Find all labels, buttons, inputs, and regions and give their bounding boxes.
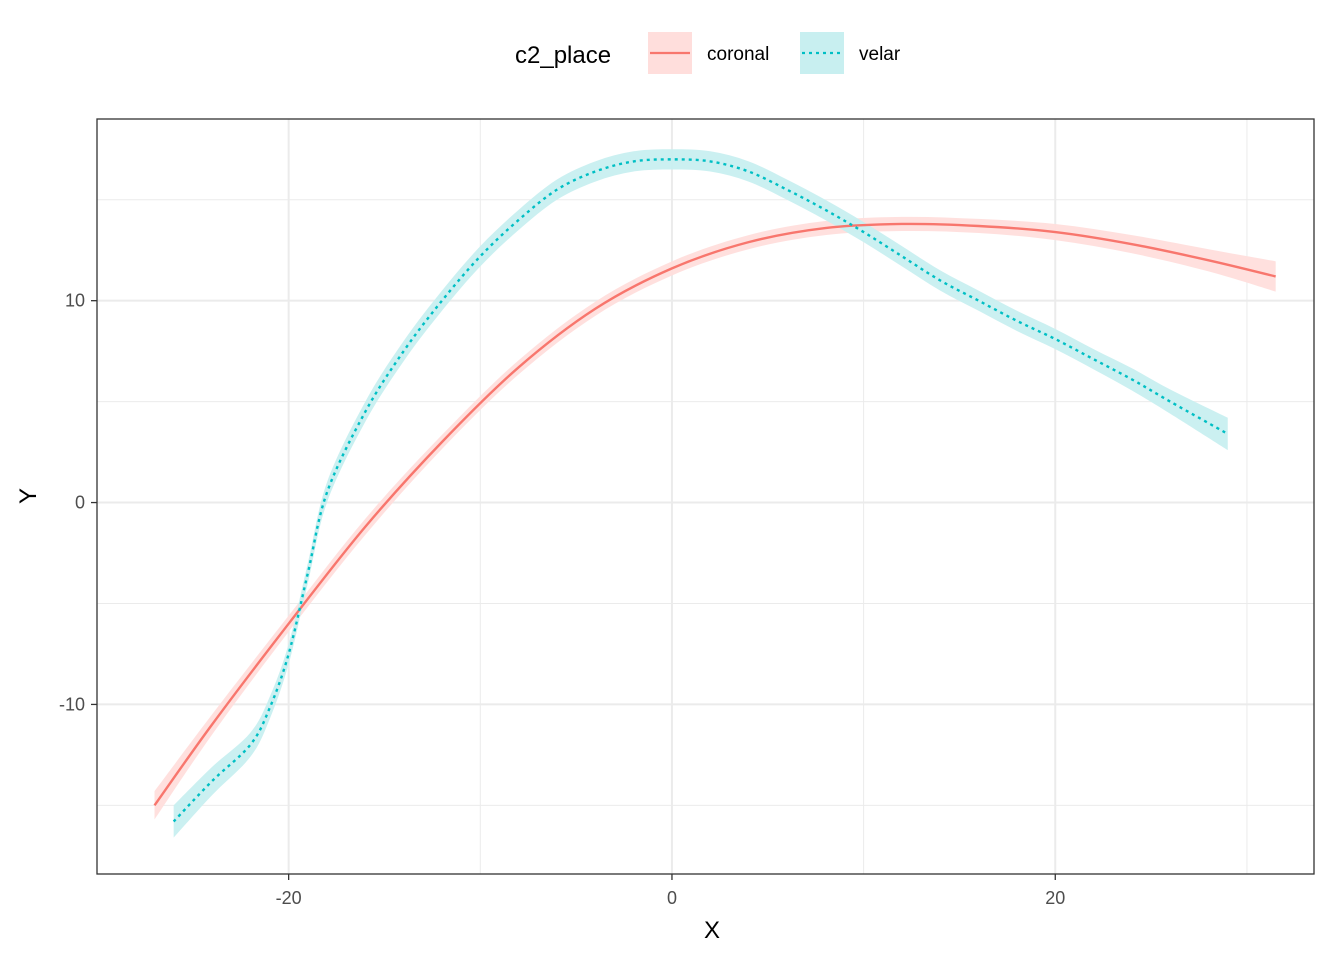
y-tick-label: -10 — [59, 694, 85, 714]
y-axis-title: Y — [15, 488, 42, 504]
series-lines — [153, 158, 1276, 823]
legend-label-velar: velar — [859, 44, 901, 65]
x-tick-label: 20 — [1045, 888, 1065, 908]
x-axis: -20 0 20 — [276, 874, 1065, 908]
legend: c2_place coronal velar — [515, 32, 901, 74]
x-tick-label: 0 — [667, 888, 677, 908]
legend-title: c2_place — [515, 42, 611, 69]
line-coronal — [153, 222, 1276, 807]
grid-major — [97, 119, 1314, 874]
panel-background — [97, 119, 1314, 874]
legend-key-velar-ribbon — [800, 32, 844, 74]
plot-panel — [96, 118, 1315, 875]
confidence-ribbons — [154, 149, 1276, 838]
y-tick-label: 10 — [65, 291, 85, 311]
x-tick-label: -20 — [276, 888, 302, 908]
y-axis: -10 0 10 — [59, 291, 97, 714]
y-tick-label: 0 — [75, 493, 85, 513]
legend-label-coronal: coronal — [707, 44, 769, 65]
panel-border — [96, 118, 1315, 875]
ribbon-coronal — [154, 216, 1276, 820]
x-axis-title: X — [704, 917, 720, 944]
